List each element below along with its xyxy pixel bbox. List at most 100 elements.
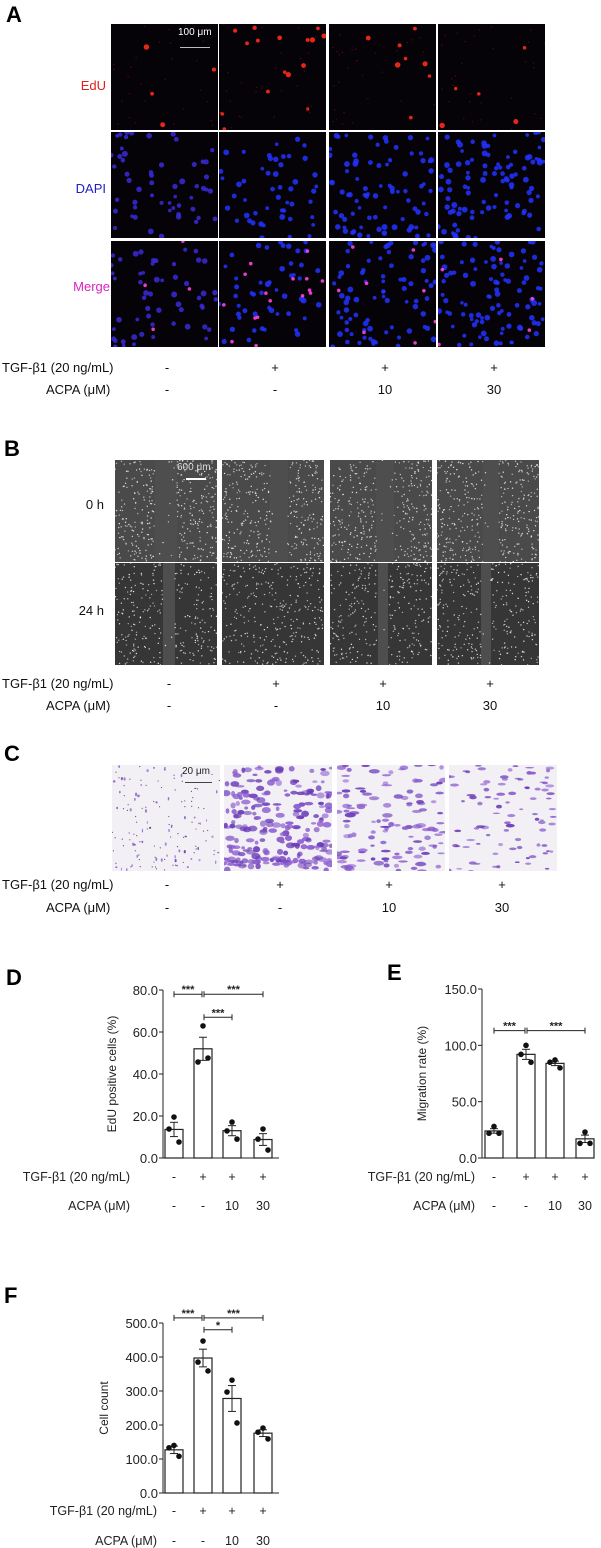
panel-c-tgf-val: + xyxy=(385,877,393,892)
chart-f-y-axis-label: Cell count xyxy=(97,1381,111,1435)
panel-b-tgf-val: + xyxy=(272,676,280,691)
panel-b-image xyxy=(437,460,539,562)
panel-a-image xyxy=(219,241,326,347)
chart-f-acpa-value: 10 xyxy=(225,1534,239,1548)
chart-e-acpa-value: - xyxy=(492,1199,496,1213)
chart-e-tgf-value: - xyxy=(492,1170,496,1184)
chart-e-y-tick-label: 100.0 xyxy=(444,1038,477,1053)
chart-f-significance-label: * xyxy=(216,1320,221,1332)
24h-row-label: 24 h xyxy=(78,603,104,618)
chart-f-y-tick-label: 0.0 xyxy=(140,1486,158,1501)
panel-a-acpa-val: - xyxy=(272,382,278,397)
panel-a-image xyxy=(438,241,545,347)
chart-d-y-tick-label: 20.0 xyxy=(133,1109,158,1124)
chart-f-data-point xyxy=(176,1453,182,1460)
panel-a-image xyxy=(329,241,436,347)
chart-d-acpa-value: - xyxy=(201,1199,205,1213)
chart-f-y-tick-label: 100.0 xyxy=(125,1452,158,1467)
chart-d-data-point xyxy=(176,1139,182,1145)
panel-b-tgf-val: + xyxy=(486,676,494,691)
panel-b-letter: B xyxy=(4,436,20,461)
chart-d-y-tick-label: 40.0 xyxy=(133,1067,158,1082)
panel-c-image xyxy=(224,765,332,871)
chart-d-y-tick-label: 80.0 xyxy=(133,983,158,998)
0h-row-label: 0 h xyxy=(85,497,104,512)
chart-e-acpa-value: 30 xyxy=(578,1199,592,1213)
panel-a-image xyxy=(111,241,218,347)
panel-a-image xyxy=(329,132,436,238)
panel-b-image xyxy=(222,460,324,562)
panel-c-tgf-label: TGF-β1 (20 ng/mL) xyxy=(2,877,114,892)
panel-a-image xyxy=(329,24,436,130)
chart-e-tgf-label: TGF-β1 (20 ng/mL) xyxy=(368,1170,475,1184)
panel-c-acpa-val: - xyxy=(164,900,170,915)
panel-a-scale-bar xyxy=(180,47,210,48)
chart-e-data-point xyxy=(587,1140,593,1147)
chart-d-significance-label: *** xyxy=(227,984,241,996)
chart-f-data-point xyxy=(171,1442,177,1449)
panel-a-image xyxy=(438,24,545,130)
chart-e-data-point xyxy=(557,1065,563,1071)
panel-f-letter: F xyxy=(4,1283,18,1308)
panel-a-image xyxy=(219,132,326,238)
chart-f-y-tick-label: 200.0 xyxy=(125,1418,158,1433)
panel-a-image xyxy=(219,24,326,130)
panel-b-tgf-val: - xyxy=(166,676,172,691)
chart-e-y-tick-label: 150.0 xyxy=(444,982,477,997)
chart-f-data-point xyxy=(234,1420,240,1426)
chart-d-tgf-value: + xyxy=(199,1170,206,1184)
panel-c-image xyxy=(337,765,445,871)
chart-d-acpa-value: 10 xyxy=(225,1199,239,1213)
chart-d-tgf-value: - xyxy=(172,1170,176,1184)
panel-b-tgf-label: TGF-β1 (20 ng/mL) xyxy=(2,676,114,691)
panel-c-tgf-val: + xyxy=(498,877,506,892)
chart-d-data-point xyxy=(195,1059,201,1065)
chart-f-acpa-value: - xyxy=(201,1534,205,1548)
panel-a-tgf-val: - xyxy=(164,360,170,375)
panel-b-acpa-val: - xyxy=(273,698,279,713)
panel-a-image xyxy=(438,132,545,238)
chart-d-data-point xyxy=(255,1136,261,1142)
panel-a-acpa-label: ACPA (μM) xyxy=(46,382,111,397)
panel-e-letter: E xyxy=(387,960,402,985)
chart-f-data-point xyxy=(265,1436,271,1442)
chart-e-acpa-label: ACPA (μM) xyxy=(413,1199,475,1213)
panel-b-acpa-val: 10 xyxy=(375,698,391,713)
panel-b-tgf-val: + xyxy=(379,676,387,691)
chart-e-y-tick-label: 0.0 xyxy=(459,1151,477,1166)
panel-b-image xyxy=(115,460,217,562)
chart-d-data-point xyxy=(200,1023,206,1029)
panel-b-scale-bar xyxy=(186,478,206,480)
chart-f-bar xyxy=(222,1397,242,1494)
chart-f-bar xyxy=(193,1357,213,1494)
chart-d-data-point xyxy=(265,1147,271,1153)
chart-d-data-point xyxy=(224,1128,230,1134)
panel-a-tgf-val: + xyxy=(490,360,498,375)
chart-d-data-point xyxy=(260,1126,266,1132)
panel-a-tgf-label: TGF-β1 (20 ng/mL) xyxy=(2,360,114,375)
panel-a-scale-bar-text: 100 μm xyxy=(178,27,212,38)
chart-f-significance-label: *** xyxy=(182,1308,196,1320)
chart-f-tgf-label: TGF-β1 (20 ng/mL) xyxy=(50,1504,157,1518)
panel-b-image xyxy=(437,563,539,665)
panel-b-acpa-label: ACPA (μM) xyxy=(46,698,111,713)
chart-e-acpa-value: 10 xyxy=(548,1199,562,1213)
chart-f-data-point xyxy=(200,1338,206,1344)
panel-c-scale-bar xyxy=(185,782,212,783)
chart-f-acpa-value: - xyxy=(172,1534,176,1548)
panel-b-image xyxy=(222,563,324,665)
chart-f-tgf-value: + xyxy=(228,1504,235,1518)
chart-f-bar xyxy=(253,1432,273,1494)
panel-b-image xyxy=(330,460,432,562)
panel-a-tgf-val: + xyxy=(381,360,389,375)
chart-d-acpa-label: ACPA (μM) xyxy=(68,1199,130,1213)
panel-a-letter: A xyxy=(6,2,22,27)
panel-b-acpa-val: - xyxy=(166,698,172,713)
panel-c-letter: C xyxy=(4,741,20,766)
chart-e-acpa-value: - xyxy=(524,1199,528,1213)
chart-e-data-point xyxy=(486,1130,492,1137)
chart-e-bar xyxy=(516,1053,536,1159)
chart-f-tgf-value: - xyxy=(172,1504,176,1518)
panel-a-image xyxy=(111,132,218,238)
